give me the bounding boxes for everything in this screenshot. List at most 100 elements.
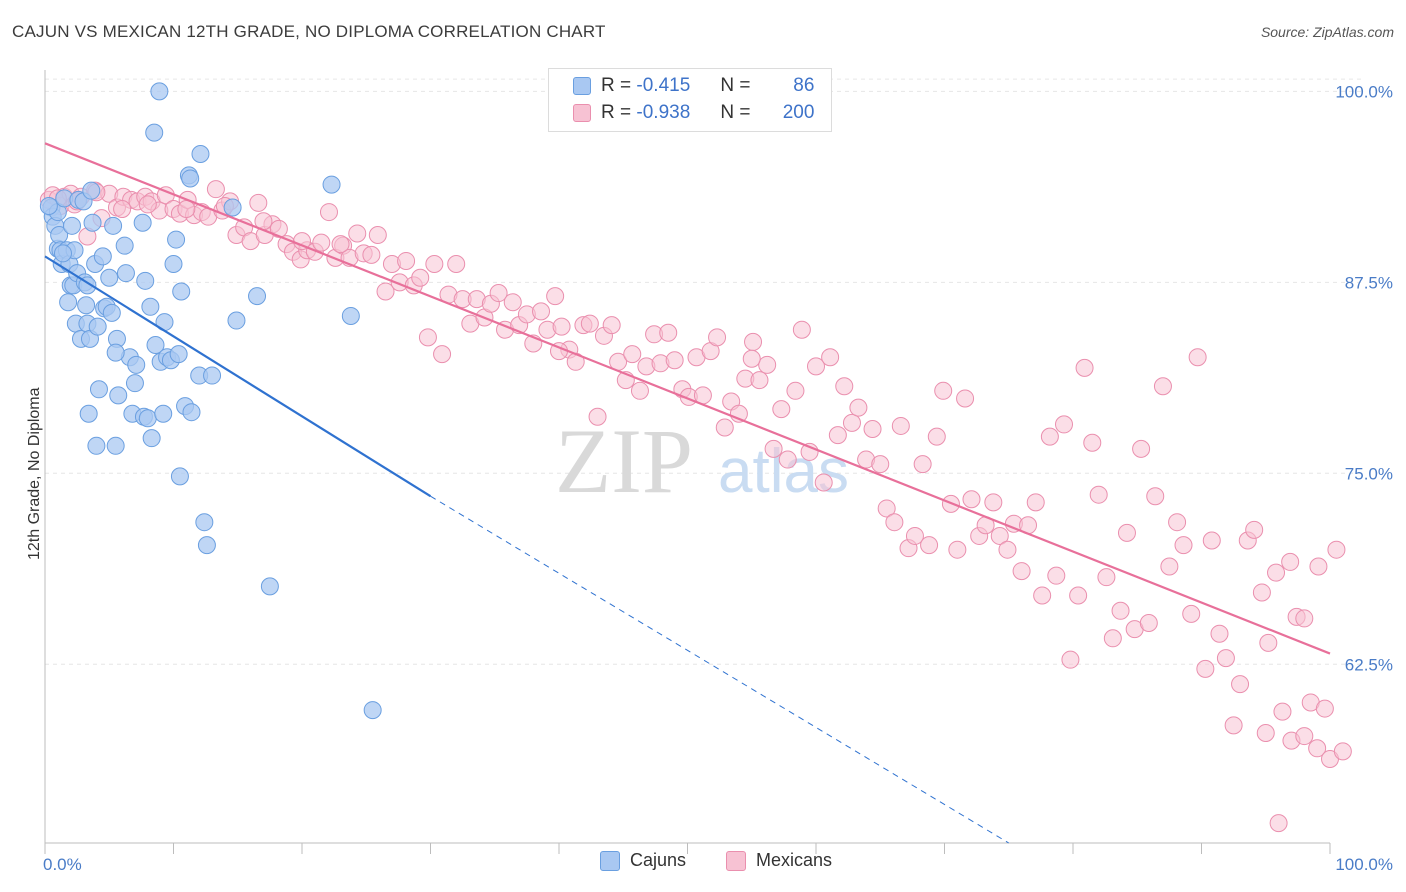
cajun-r-value: -0.415 bbox=[636, 75, 691, 96]
mexican-point bbox=[348, 224, 367, 243]
mexican-point bbox=[1252, 583, 1271, 602]
y-axis-label: 12th Grade, No Diploma bbox=[26, 387, 43, 560]
cajun-point bbox=[203, 366, 222, 385]
cajun-trend-extension bbox=[430, 495, 1010, 844]
mexican-point bbox=[588, 407, 607, 426]
mexican-point bbox=[891, 416, 910, 435]
mexican-point bbox=[920, 536, 939, 555]
mexican-point bbox=[1259, 633, 1278, 652]
mexican-point bbox=[319, 203, 338, 222]
cajun-point bbox=[93, 247, 112, 266]
mexican-point bbox=[1269, 814, 1288, 833]
cajun-point bbox=[363, 701, 382, 720]
mexican-point bbox=[1216, 649, 1235, 668]
mexican-point bbox=[1315, 699, 1334, 718]
mexican-point bbox=[546, 287, 565, 306]
mexican-point bbox=[984, 493, 1003, 512]
mexican-point bbox=[1026, 493, 1045, 512]
mexican-point bbox=[1111, 601, 1130, 620]
mexican-point bbox=[623, 345, 642, 364]
cajun-point bbox=[154, 404, 173, 423]
mexican-point bbox=[489, 284, 508, 303]
cajun-point bbox=[141, 297, 160, 316]
cajun-point bbox=[62, 216, 81, 235]
cajun-point bbox=[109, 386, 128, 405]
cajun-point bbox=[104, 216, 123, 235]
mexican-point bbox=[956, 389, 975, 408]
mexican-point bbox=[1231, 675, 1250, 694]
cajun-trend-line bbox=[44, 255, 432, 498]
cajun-point bbox=[87, 436, 106, 455]
cajun-point bbox=[227, 311, 246, 330]
legend-item-cajuns[interactable]: Cajuns bbox=[600, 850, 686, 871]
mexican-point bbox=[821, 348, 840, 367]
cajun-point bbox=[169, 345, 188, 364]
cajun-point bbox=[322, 175, 341, 194]
mexican-point bbox=[1202, 531, 1221, 550]
mexicans-legend-label: Mexicans bbox=[756, 850, 833, 870]
cajun-point bbox=[197, 536, 216, 555]
mexican-point bbox=[962, 490, 981, 509]
mexican-point bbox=[580, 314, 599, 333]
cajun-point bbox=[102, 303, 121, 322]
mexican-point bbox=[397, 251, 416, 270]
cajun-n-label: N = bbox=[720, 75, 751, 96]
cajun-point bbox=[89, 380, 108, 399]
mexican-point bbox=[1061, 650, 1080, 669]
mexican-point bbox=[1309, 557, 1328, 576]
cajun-point bbox=[59, 293, 78, 312]
mexican-point bbox=[177, 200, 196, 219]
mexican-n-value: 200 bbox=[782, 102, 815, 123]
cajun-r-label: R = bbox=[601, 75, 632, 96]
mexican-point bbox=[807, 357, 825, 376]
mexican-point bbox=[630, 381, 649, 400]
cajun-point bbox=[127, 355, 146, 374]
mexican-point bbox=[772, 400, 791, 419]
cajun-point bbox=[191, 145, 210, 164]
mexican-point bbox=[1075, 358, 1094, 377]
mexican-point bbox=[842, 413, 861, 432]
mexican-point bbox=[708, 328, 727, 347]
cajun-point bbox=[100, 268, 119, 287]
cajun-point bbox=[146, 335, 165, 354]
mexican-point bbox=[1047, 566, 1066, 585]
cajun-point bbox=[106, 436, 125, 455]
y-tick-label: 62.5% bbox=[1345, 655, 1393, 674]
mexican-n-label: N = bbox=[720, 102, 751, 123]
chart-title: CAJUN VS MEXICAN 12TH GRADE, NO DIPLOMA … bbox=[12, 22, 606, 41]
mexican-point bbox=[1139, 614, 1158, 633]
cajun-point bbox=[195, 513, 214, 532]
watermark: ZIP atlas bbox=[555, 410, 849, 512]
mexican-trend-line bbox=[44, 142, 1331, 655]
mexican-point bbox=[1224, 716, 1243, 735]
mexican-point bbox=[659, 323, 678, 342]
x-tick-label: 0.0% bbox=[43, 855, 82, 874]
mexican-point bbox=[433, 345, 452, 364]
cajun-point bbox=[248, 287, 267, 306]
cajun-points bbox=[39, 82, 382, 720]
cajun-point bbox=[83, 213, 102, 232]
mexican-point bbox=[764, 439, 783, 458]
mexican-point bbox=[1146, 487, 1165, 506]
mexican-point bbox=[425, 255, 444, 274]
tick-labels: 62.5% 75.0% 87.5% 100.0% 0.0% 100.0% bbox=[43, 82, 1393, 874]
mexican-point bbox=[1256, 724, 1275, 743]
legend-item-mexicans[interactable]: Mexicans bbox=[726, 850, 832, 871]
cajun-n-value: 86 bbox=[793, 75, 815, 96]
mexican-point bbox=[1103, 629, 1122, 648]
mexican-point bbox=[1273, 702, 1292, 721]
watermark-atlas: atlas bbox=[718, 437, 849, 506]
mexican-point bbox=[206, 180, 225, 199]
mexican-point bbox=[750, 371, 769, 390]
mexican-point bbox=[1117, 523, 1136, 542]
cajun-point bbox=[133, 213, 152, 232]
cajun-point bbox=[182, 403, 201, 422]
mexican-point bbox=[998, 540, 1017, 559]
legend-row-cajun: R = -0.415 N = 86 bbox=[573, 75, 814, 97]
series-legend: Cajuns Mexicans bbox=[0, 850, 1406, 878]
cajun-point bbox=[125, 374, 144, 393]
cajun-point bbox=[53, 244, 72, 263]
mexican-point bbox=[1168, 513, 1187, 532]
mexican-point bbox=[113, 200, 132, 219]
